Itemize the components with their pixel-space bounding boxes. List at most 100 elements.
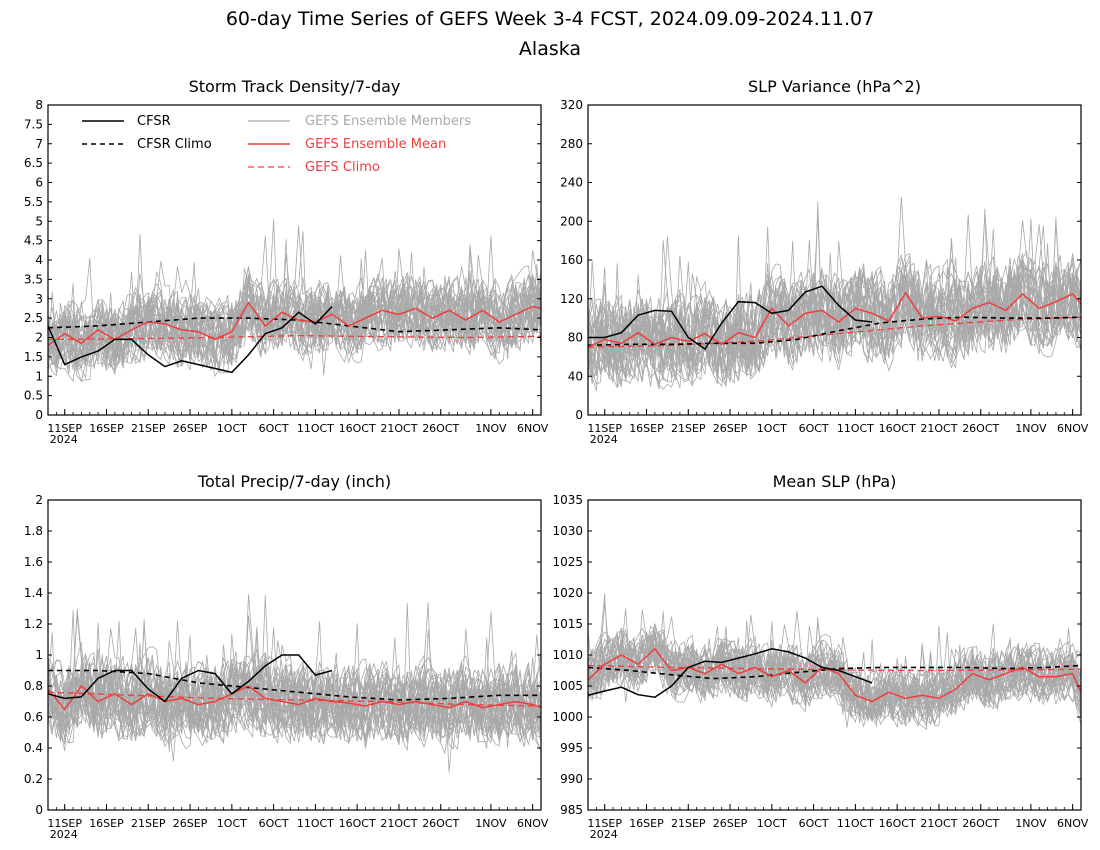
y-axis: 0 0.2 0.4 0.6 0.8 1 1.2 1.4 1.6 1.8 2 <box>24 493 541 817</box>
cfsr-line <box>48 305 333 374</box>
y-tick-label: 1 <box>35 369 43 383</box>
gefs-mean-line <box>48 684 541 711</box>
x-tick-label: 16OCT <box>879 817 916 830</box>
x-tick-label: 16OCT <box>339 422 376 435</box>
y-tick-label: 0.4 <box>24 741 43 755</box>
y-tick-label: 1025 <box>552 555 583 569</box>
x-tick-label: 11SEP <box>47 817 82 830</box>
y-tick-label: 1 <box>35 648 43 662</box>
y-tick-label: 1030 <box>552 524 583 538</box>
y-tick-label: 6 <box>35 176 43 190</box>
y-tick-label: 5 <box>35 214 43 228</box>
panel-title: SLP Variance (hPa^2) <box>748 77 921 96</box>
legend-cfsr-climo: CFSR Climo <box>82 137 212 152</box>
x-tick-label: 11OCT <box>297 422 334 435</box>
x-tick-label: 26SEP <box>173 422 208 435</box>
y-tick-label: 1.4 <box>24 586 43 600</box>
x-axis: 11SEP 16SEP 21SEP 26SEP 1OCT 6OCT 11OCT 16OCT 21… <box>587 804 1089 841</box>
y-tick-label: 2 <box>35 493 43 507</box>
y-tick-label: 200 <box>560 214 583 228</box>
x-tick-label: 1NOV <box>475 817 507 830</box>
x-tick-label: 11OCT <box>837 817 874 830</box>
y-tick-label: 120 <box>560 292 583 306</box>
y-tick-label: 1005 <box>552 679 583 693</box>
ensemble-member-line <box>48 627 541 749</box>
x-tick-label: 6OCT <box>799 817 829 830</box>
ensemble-members <box>48 594 541 773</box>
cfsr-line <box>588 285 873 351</box>
x-tick-label: 1OCT <box>757 817 787 830</box>
cfsr-climo-line <box>48 317 541 333</box>
y-tick-label: 5.5 <box>24 195 43 209</box>
legend-cfsr: CFSR <box>82 114 171 129</box>
x-tick-label: 16SEP <box>89 422 124 435</box>
ensemble-member-line <box>588 259 1081 385</box>
x-tick-label: 1OCT <box>757 422 787 435</box>
legend-label: GEFS Climo <box>305 160 380 175</box>
x-tick-label: 26OCT <box>962 422 999 435</box>
legend-label: GEFS Ensemble Mean <box>305 137 446 152</box>
cfsr-line <box>48 654 333 703</box>
y-tick-label: 0 <box>35 408 43 422</box>
ensemble-member-line <box>588 631 1081 725</box>
y-tick-label: 0.6 <box>24 710 43 724</box>
x-axis: 11SEP 16SEP 21SEP 26SEP 1OCT 6OCT 11OCT 16OCT 21… <box>47 804 549 841</box>
x-tick-label: 21OCT <box>380 422 417 435</box>
cfsr-climo-line <box>588 664 1081 680</box>
y-tick-label: 4.5 <box>24 234 43 248</box>
y-axis: 985 990 995 1000 1005 1010 1015 1020 1025 1030 103… <box>552 493 1081 817</box>
x-tick-label: 11SEP <box>47 422 82 435</box>
ensemble-members <box>588 196 1081 391</box>
x-tick-label: 1NOV <box>1015 422 1047 435</box>
plot-area <box>48 594 541 773</box>
ensemble-member-line <box>48 608 541 749</box>
x-tick-label: 6NOV <box>517 817 549 830</box>
y-tick-label: 0.5 <box>24 389 43 403</box>
y-tick-label: 8 <box>35 98 43 112</box>
cfsr-climo-line <box>48 669 541 701</box>
panel-storm-track-density-7-day: Storm Track Density/7-day 0 0.5 1 1.5 2 2.5 3 3.… <box>24 77 549 446</box>
legend-gefs-climo: GEFS Climo <box>248 160 380 175</box>
x-tick-label: 11SEP <box>587 422 622 435</box>
x-axis: 11SEP 16SEP 21SEP 26SEP 1OCT 6OCT 11OCT 16OCT 21… <box>47 409 549 446</box>
x-tick-label: 16SEP <box>629 422 664 435</box>
x-tick-label: 11OCT <box>837 422 874 435</box>
y-tick-label: 1010 <box>552 648 583 662</box>
plot-area <box>48 218 541 384</box>
y-tick-label: 80 <box>568 331 583 345</box>
x-tick-label: 16SEP <box>89 817 124 830</box>
ensemble-member-line <box>588 236 1081 383</box>
x-tick-label: 26OCT <box>962 817 999 830</box>
y-tick-label: 2 <box>35 331 43 345</box>
y-tick-label: 7.5 <box>24 117 43 131</box>
gefs-mean-line <box>588 647 1081 703</box>
y-tick-label: 1.2 <box>24 617 43 631</box>
x-tick-label: 1NOV <box>475 422 507 435</box>
ensemble-member-line <box>48 252 541 372</box>
y-tick-label: 240 <box>560 176 583 190</box>
x-tick-label: 21SEP <box>131 817 166 830</box>
legend-gefs-mean: GEFS Ensemble Mean <box>248 137 446 152</box>
x-tick-label: 26OCT <box>422 817 459 830</box>
gefs-climo-line <box>588 316 1081 348</box>
y-tick-label: 2.5 <box>24 311 43 325</box>
y-tick-label: 280 <box>560 137 583 151</box>
y-tick-label: 1.5 <box>24 350 43 364</box>
x-tick-label: 11OCT <box>297 817 334 830</box>
x-tick-label: 21OCT <box>380 817 417 830</box>
x-tick-label: 21SEP <box>671 422 706 435</box>
ensemble-member-line <box>48 661 541 750</box>
figure-title: 60-day Time Series of GEFS Week 3-4 FCST… <box>226 8 874 30</box>
x-tick-label: 6OCT <box>259 422 289 435</box>
legend-label: CFSR Climo <box>137 137 212 152</box>
x-tick-label: 26SEP <box>173 817 208 830</box>
legend-label: GEFS Ensemble Members <box>305 114 471 129</box>
gefs-mean-line <box>588 291 1081 348</box>
y-axis: 0 40 80 120 160 200 240 280 320 <box>560 98 1081 422</box>
x-tick-label: 16OCT <box>339 817 376 830</box>
y-tick-label: 3.5 <box>24 272 43 286</box>
cfsr-line <box>588 648 873 698</box>
panel-total-precip-7-day-inch: Total Precip/7-day (inch)00.20.40.60.811… <box>24 472 549 841</box>
panel-title: Storm Track Density/7-day <box>189 77 401 96</box>
